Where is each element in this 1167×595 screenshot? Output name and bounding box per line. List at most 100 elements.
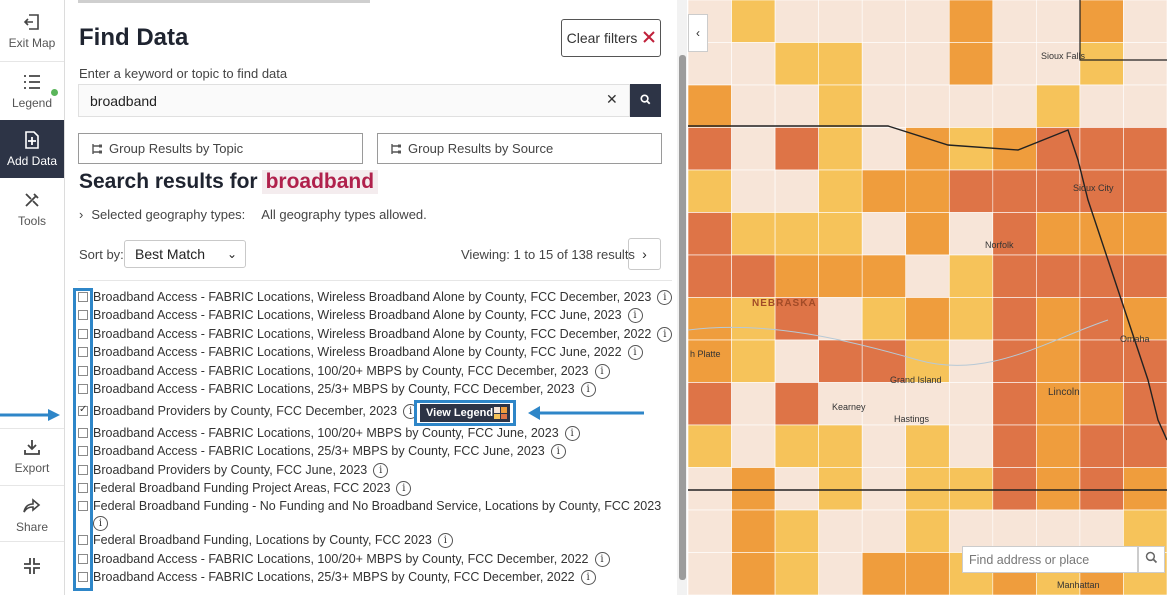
info-icon[interactable]: i (550, 444, 566, 459)
result-label: Broadband Providers by County, FCC Decem… (93, 404, 398, 418)
county-tile (992, 297, 1037, 341)
county-tile (774, 169, 819, 213)
county-tile (1036, 509, 1081, 553)
result-label: Broadband Access - FABRIC Locations, Wir… (93, 327, 652, 341)
county-tile (905, 424, 950, 468)
info-icon[interactable]: i (580, 382, 596, 397)
view-legend-button[interactable]: View Legend (420, 404, 510, 422)
add-data-button[interactable]: Add Data (0, 120, 64, 178)
tools-button[interactable]: Tools (0, 180, 64, 238)
exit-map-button[interactable]: Exit Map (0, 2, 64, 60)
result-checkbox[interactable] (78, 572, 88, 582)
info-icon[interactable]: i (657, 290, 673, 305)
info-icon[interactable]: i (594, 364, 610, 379)
chevron-left-icon: ‹ (696, 26, 700, 40)
export-button[interactable]: Export (0, 427, 64, 485)
result-checkbox[interactable] (78, 535, 88, 545)
find-address-input[interactable]: Find address or place (962, 546, 1138, 573)
info-icon[interactable]: i (580, 570, 596, 585)
info-icon[interactable]: i (627, 308, 643, 323)
collapse-view-button[interactable] (0, 544, 64, 592)
info-icon[interactable]: i (627, 345, 643, 360)
result-checkbox[interactable] (78, 366, 88, 376)
county-tile (818, 254, 863, 298)
result-item[interactable]: Broadband Access - FABRIC Locations, Wir… (78, 290, 673, 305)
info-icon[interactable]: i (564, 426, 580, 441)
county-tile (861, 552, 907, 595)
info-icon[interactable]: i (437, 533, 453, 548)
result-checkbox[interactable] (78, 347, 88, 357)
result-label: Broadband Access - FABRIC Locations, Wir… (93, 308, 622, 322)
county-tile (688, 84, 732, 128)
group-by-topic-button[interactable]: Group Results by Topic (78, 133, 363, 164)
county-tile (948, 467, 994, 511)
result-item[interactable]: Broadband Access - FABRIC Locations, Wir… (78, 308, 643, 323)
county-tile (818, 0, 863, 43)
county-tile (774, 212, 819, 256)
county-tile (992, 339, 1037, 383)
next-page-button[interactable]: › (628, 238, 661, 270)
sort-select[interactable]: Best Match ⌄ (124, 240, 246, 268)
result-item[interactable]: Federal Broadband Funding - No Funding a… (78, 499, 661, 531)
clear-search-icon[interactable]: ✕ (606, 91, 618, 107)
result-item[interactable]: Broadband Access - FABRIC Locations, 25/… (78, 382, 596, 397)
info-icon[interactable]: i (396, 481, 412, 496)
result-item[interactable]: Broadband Access - FABRIC Locations, 25/… (78, 570, 596, 585)
result-item[interactable]: Broadband Access - FABRIC Locations, Wir… (78, 345, 643, 360)
result-label: Broadband Access - FABRIC Locations, Wir… (93, 290, 652, 304)
info-icon[interactable]: i (373, 463, 389, 478)
result-item[interactable]: Broadband Access - FABRIC Locations, 100… (78, 426, 580, 441)
result-item[interactable]: Federal Broadband Funding, Locations by … (78, 533, 453, 548)
result-checkbox[interactable] (78, 446, 88, 456)
find-address-button[interactable] (1138, 546, 1165, 573)
county-tile (688, 509, 732, 553)
result-checkbox[interactable] (78, 310, 88, 320)
share-button[interactable]: Share (0, 486, 64, 544)
result-checkbox[interactable] (78, 329, 88, 339)
result-item[interactable]: Broadband Access - FABRIC Locations, 25/… (78, 444, 566, 459)
result-checkbox[interactable] (78, 554, 88, 564)
result-item[interactable]: Federal Broadband Funding Project Areas,… (78, 481, 412, 496)
county-tile (1079, 127, 1124, 171)
county-tile (1036, 212, 1081, 256)
result-item[interactable]: Broadband Access - FABRIC Locations, 100… (78, 552, 610, 567)
county-tile (905, 467, 950, 511)
search-icon (1145, 551, 1158, 569)
map-label-omaha: Omaha (1120, 334, 1150, 344)
geography-toggle[interactable]: › Selected geography types: All geograph… (79, 207, 427, 222)
result-item[interactable]: Broadband Providers by County, FCC June,… (78, 463, 389, 478)
map-view[interactable] (688, 0, 1167, 595)
map-label-sioux-city: Sioux City (1073, 183, 1114, 193)
result-checkbox[interactable] (78, 384, 88, 394)
result-checkbox[interactable] (78, 483, 88, 493)
search-button[interactable] (630, 84, 661, 117)
county-tile (905, 339, 950, 383)
county-tile (818, 467, 863, 511)
info-icon[interactable]: i (93, 516, 108, 531)
result-item[interactable]: Broadband Providers by County, FCC Decem… (78, 404, 419, 419)
result-checkbox[interactable] (78, 404, 88, 416)
collapse-panel-button[interactable]: ‹ (688, 14, 708, 52)
result-checkbox[interactable] (78, 428, 88, 438)
results-term: broadband (261, 170, 379, 194)
search-input[interactable]: broadband (78, 84, 630, 117)
county-tile (731, 297, 776, 341)
panel-scrollbar-thumb[interactable] (679, 55, 686, 580)
legend-button[interactable]: Legend (0, 62, 64, 120)
result-item[interactable]: Broadband Access - FABRIC Locations, 100… (78, 364, 610, 379)
group-by-source-button[interactable]: Group Results by Source (377, 133, 662, 164)
info-icon[interactable]: i (594, 552, 610, 567)
county-tile (861, 42, 907, 86)
county-tile (861, 84, 907, 128)
result-checkbox[interactable] (78, 465, 88, 475)
county-tile (948, 169, 994, 213)
info-icon[interactable]: i (657, 327, 673, 342)
county-tile (774, 382, 819, 426)
clear-filters-button[interactable]: Clear filters (561, 19, 661, 57)
sort-label: Sort by: (79, 247, 124, 262)
result-item[interactable]: Broadband Access - FABRIC Locations, Wir… (78, 327, 673, 342)
result-checkbox[interactable] (78, 501, 88, 511)
county-tile (905, 297, 950, 341)
results-heading: Search results for broadband (79, 170, 379, 194)
result-checkbox[interactable] (78, 292, 88, 302)
